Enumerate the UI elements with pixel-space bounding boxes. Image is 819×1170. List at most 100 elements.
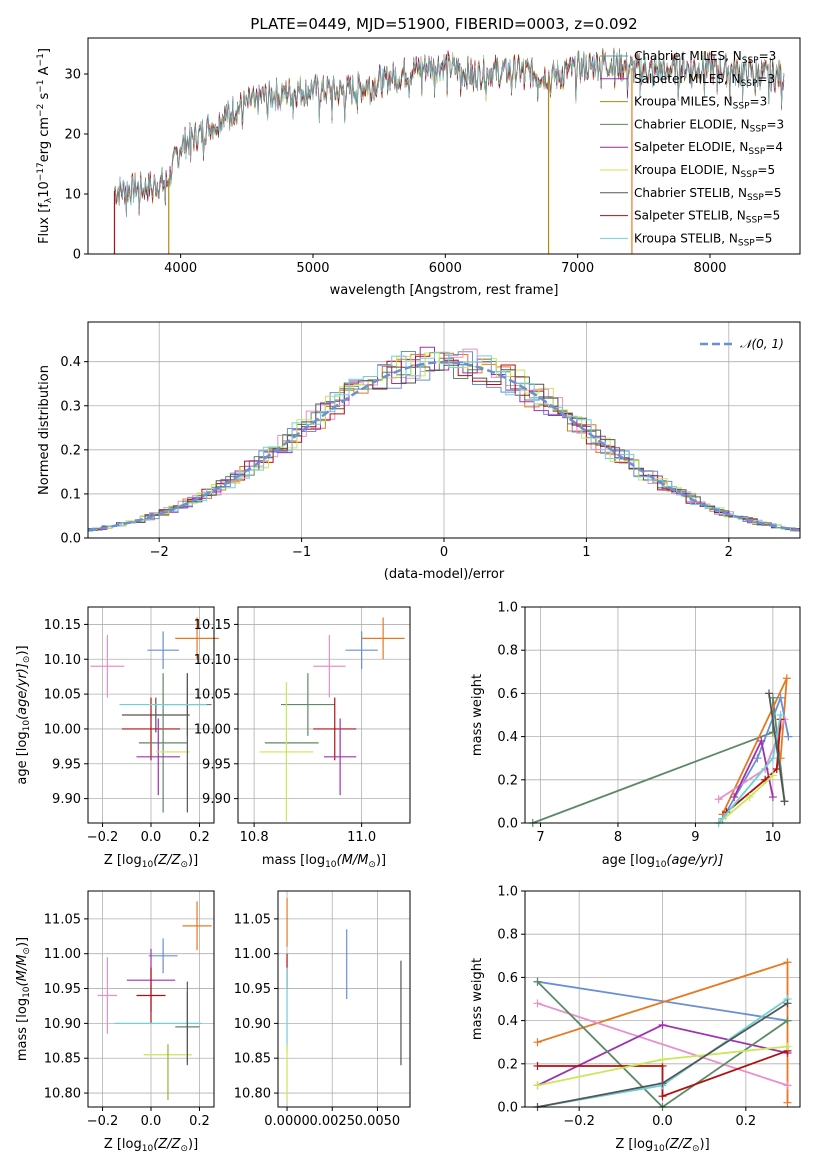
spectrum-xlabel: wavelength [Angstrom, rest frame] — [330, 283, 559, 298]
x-label-rest: (age/yr)] — [666, 853, 723, 868]
weight-marker — [745, 793, 754, 802]
y-label-main: age [log — [15, 731, 30, 784]
mass-vs-Z-panel: −0.2 0.0 0.2 10.80 10.85 10.90 10.95 11.00 11.05… — [15, 890, 215, 1154]
x-tick-label: 0.0025 — [309, 1114, 355, 1129]
y-tick-label: 11.00 — [44, 947, 81, 962]
x-tick-label: −2 — [150, 545, 169, 560]
x-tick-label: 0.2 — [735, 1114, 756, 1129]
hist-xlabel: (data-model)/error — [384, 567, 505, 582]
x-label-sun: ⊙ — [180, 1144, 188, 1154]
legend-label-prefix: Salpeter MILES, N — [634, 72, 741, 86]
panel-frame — [524, 890, 801, 1108]
legend-label-prefix: Chabrier ELODIE, N — [634, 117, 750, 131]
x-tick-label: −0.2 — [563, 1114, 595, 1129]
legend-label-sub: SSP — [746, 216, 763, 226]
y-tick-label: 10.80 — [44, 1087, 81, 1102]
y-tick-label: 9.95 — [202, 757, 231, 772]
weight-marker — [765, 689, 774, 698]
x-label-sub: 10 — [653, 1144, 665, 1154]
x-tick-label: −0.2 — [87, 830, 119, 845]
y-tick-label: 0.4 — [497, 1014, 518, 1029]
panel-frame — [277, 890, 411, 1108]
x-tick-label: 0.2 — [189, 830, 210, 845]
x-label-rest: (M/M — [337, 853, 369, 868]
histogram-step — [87, 352, 800, 532]
legend-label-sub: SSP — [741, 79, 758, 89]
legend-label: Kroupa MILES, NSSP=3 — [634, 95, 767, 112]
weight-marker — [783, 999, 792, 1008]
y-tick-label: 0.1 — [60, 487, 81, 502]
hist-legend: 𝒩(0, 1) — [700, 337, 784, 351]
x-tick-label: 8000 — [693, 261, 726, 276]
panel-frame — [237, 606, 411, 824]
y-label-rest: (M/M — [15, 955, 30, 987]
legend-label-prefix: Chabrier STELIB, N — [634, 186, 747, 200]
weight-marker — [533, 999, 542, 1008]
x-tick-label: 11.0 — [347, 830, 376, 845]
legend-label-sub: SSP — [742, 56, 759, 66]
spectrum-ylabel: Flux [fλ10−17erg cm−2 s−1 A−1] — [36, 48, 54, 244]
weight-marker — [757, 736, 766, 745]
x-tick-label: 8 — [614, 830, 622, 845]
y-tick-label: 0.2 — [497, 1057, 518, 1072]
y-tick-label: 10.80 — [234, 1087, 271, 1102]
legend-label-prefix: Kroupa ELODIE, N — [634, 163, 741, 177]
y-tick-label: 9.95 — [52, 757, 81, 772]
weight-marker — [658, 1055, 667, 1064]
x-tick-label: 0.2 — [189, 1114, 210, 1129]
y-tick-label: 11.05 — [234, 912, 271, 927]
y-tick-label: 0 — [73, 248, 81, 263]
weight-marker — [783, 1098, 792, 1107]
grid — [238, 607, 410, 823]
legend-label-prefix: Kroupa MILES, N — [634, 95, 733, 109]
legend-label-sub: SSP — [750, 124, 767, 134]
spectrum-panel: PLATE=0449, MJD=51900, FIBERID=0003, z=0… — [36, 15, 801, 298]
y-tick-label: 0.4 — [497, 730, 518, 745]
legend-label-sub: SSP — [747, 193, 764, 203]
x-tick-label: 0.0050 — [355, 1114, 401, 1129]
weight-marker — [533, 1061, 542, 1070]
legend-label: Kroupa ELODIE, NSSP=5 — [634, 163, 775, 180]
x-tick-label: 0.0 — [141, 1114, 162, 1129]
y-tick-label: 0.0 — [497, 1101, 518, 1116]
age-vs-Z-panel: −0.2 0.0 0.2 9.90 9.95 10.00 10.05 10.10 10.15 Z … — [15, 606, 219, 870]
grid — [525, 606, 800, 824]
y-tick-label: 11.05 — [44, 912, 81, 927]
residual-histogram-panel: −2 −1 0 1 2 0.0 0.1 0.2 0.3 0.4 (data-model)/erro… — [37, 321, 801, 582]
weight-marker — [533, 1038, 542, 1047]
x-tick-label: 9 — [691, 830, 699, 845]
weight-marker — [533, 1081, 542, 1090]
histogram-step — [87, 364, 801, 531]
x-label-close: )] — [700, 1137, 710, 1152]
weight-marker — [768, 728, 777, 737]
y-tick-label: 1.0 — [497, 885, 518, 900]
y-tick-label: 0.3 — [60, 399, 81, 414]
legend-label-prefix: Chabrier MILES, N — [634, 49, 742, 63]
legend-label-suffix: =3 — [750, 95, 768, 109]
legend-label-suffix: =3 — [766, 117, 784, 131]
x-label-sun: ⊙ — [368, 860, 376, 870]
weight-line — [718, 714, 782, 824]
y-label-main: mass [log — [15, 998, 30, 1061]
weight-line — [532, 697, 786, 824]
y-tick-label: 0.0 — [60, 532, 81, 547]
y-tick-label: 0.8 — [497, 644, 518, 659]
y-label-sub: 10 — [22, 986, 32, 998]
y-tick-label: 10.00 — [44, 722, 81, 737]
legend-label-sub: SSP — [733, 102, 750, 112]
x-tick-label: 1 — [582, 545, 590, 560]
legend-label: Salpeter MILES, NSSP=3 — [634, 72, 775, 89]
legend-label: Chabrier STELIB, NSSP=5 — [634, 186, 782, 203]
weight-marker — [782, 674, 791, 683]
weight-marker — [780, 797, 789, 806]
x-label-sub: 10 — [655, 860, 667, 870]
mass-weight-vs-Z-panel: −0.2 0.0 0.2 0.0 0.2 0.4 0.6 0.8 1.0 Z [log10(Z/Z… — [470, 885, 801, 1154]
x-tick-label: 0.0 — [652, 1114, 673, 1129]
panel-frame — [87, 606, 215, 824]
age-vs-mass-panel: 10.8 11.0 9.90 9.95 10.00 10.05 10.10 10.15 mass… — [194, 606, 411, 870]
legend-label-suffix: =5 — [763, 209, 781, 223]
y-tick-label: 9.90 — [52, 792, 81, 807]
y-label-sun: ⊙ — [22, 947, 32, 955]
legend-label-prefix: Kroupa STELIB, N — [634, 231, 738, 245]
